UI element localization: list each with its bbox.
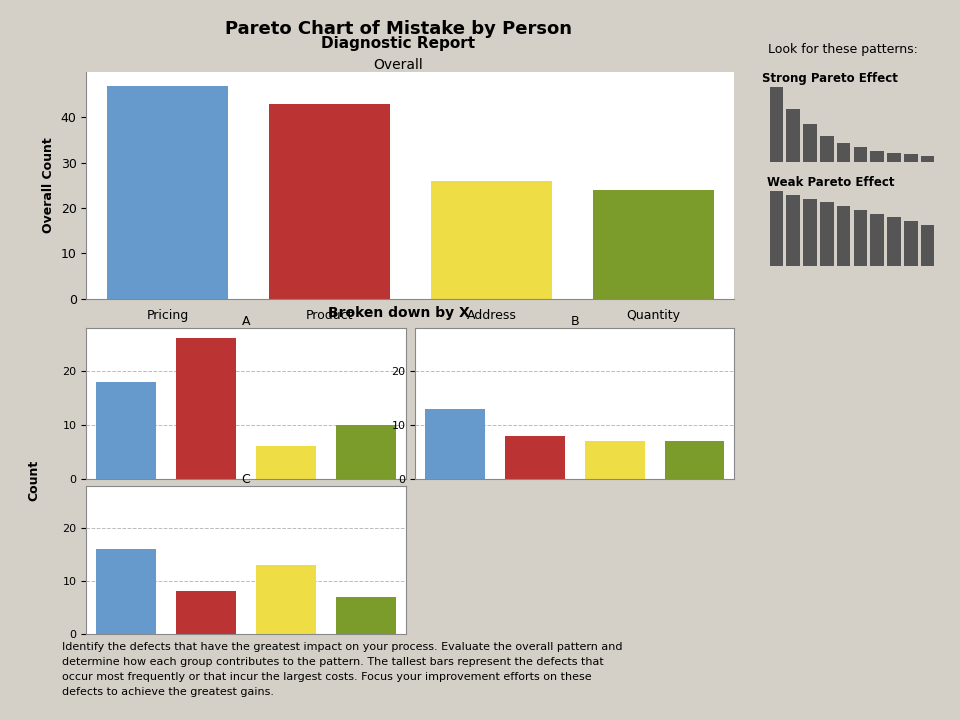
Text: Count: Count [27,460,40,501]
Text: Diagnostic Report: Diagnostic Report [322,36,475,51]
Bar [336,425,396,479]
Bar [820,135,833,162]
Text: A: A [242,315,251,328]
Text: Strong Pareto Effect: Strong Pareto Effect [762,72,899,85]
Bar [177,338,236,479]
Bar [887,217,900,266]
Bar [256,565,316,634]
Bar [786,194,800,266]
Text: Weak Pareto Effect: Weak Pareto Effect [767,176,894,189]
Text: Identify the defects that have the greatest impact on your process. Evaluate the: Identify the defects that have the great… [62,642,623,697]
Bar [871,214,884,266]
Bar [837,206,851,266]
Text: B: B [570,315,579,328]
Bar [96,382,156,479]
Bar [664,441,725,479]
Bar [804,125,817,162]
Bar [853,147,867,162]
Text: Pareto Chart of Mistake by Person: Pareto Chart of Mistake by Person [225,20,572,38]
Bar [592,190,714,299]
Bar [269,104,390,299]
Text: Overall: Overall [373,58,423,71]
Bar [425,408,485,479]
Bar [904,221,918,266]
Y-axis label: Overall Count: Overall Count [42,138,56,233]
Bar [770,191,783,266]
Bar [904,155,918,162]
Bar [336,597,396,634]
Bar [921,225,934,266]
Bar [871,150,884,162]
Bar [505,436,564,479]
Bar [853,210,867,266]
Bar [96,549,156,634]
Bar [837,143,851,162]
Text: C: C [242,473,251,486]
Bar [820,202,833,266]
Bar [107,86,228,299]
Bar [177,591,236,634]
Text: Broken down by X: Broken down by X [327,306,469,320]
Bar [585,441,644,479]
Bar [887,153,900,162]
Bar [431,181,552,299]
Bar [786,109,800,162]
Text: Look for these patterns:: Look for these patterns: [768,43,918,56]
Bar [921,156,934,162]
Bar [256,446,316,479]
Bar [804,199,817,266]
Bar [770,86,783,162]
